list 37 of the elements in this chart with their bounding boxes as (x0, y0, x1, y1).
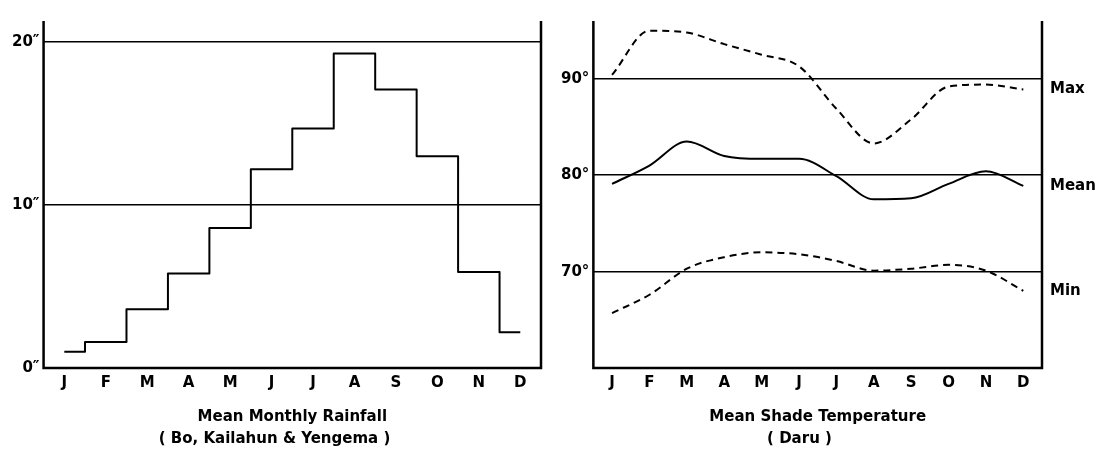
x-tick-label: J (832, 372, 840, 391)
x-tick-label: A (182, 372, 195, 391)
text: ( Daru ) (767, 428, 832, 447)
y-tick-label: 80° (561, 165, 590, 184)
series-label: Min (1050, 280, 1081, 299)
x-tick-label: M (679, 372, 695, 391)
x-tick-label: M (754, 372, 770, 391)
x-tick-label: N (979, 372, 993, 391)
x-tick-label: D (1017, 372, 1030, 391)
x-tick-label: S (905, 372, 917, 391)
x-tick-label: M (222, 372, 238, 391)
x-tick-label: J (60, 372, 68, 391)
x-tick-label: A (718, 372, 731, 391)
text: ( Bo, Kailahun & Yengema ) (158, 428, 391, 447)
series-label: Max (1050, 79, 1086, 98)
y-tick-label: 0″ (22, 357, 40, 376)
x-tick-label: J (608, 372, 615, 391)
x-tick-label: J (267, 372, 275, 391)
x-tick-label: F (100, 372, 111, 391)
x-tick-label: A (867, 372, 880, 391)
x-tick-label: N (472, 372, 486, 391)
x-tick-label: O (430, 372, 444, 391)
y-tick-label: 70° (561, 261, 590, 280)
y-tick-label: 20″ (12, 32, 40, 51)
x-tick-label: A (348, 372, 361, 391)
x-tick-label: D (514, 372, 527, 391)
x-tick-label: J (795, 372, 802, 391)
x-tick-label: O (942, 372, 955, 391)
y-tick-label: 10″ (12, 194, 40, 213)
series-label: Mean (1050, 175, 1096, 194)
x-axis-title: Mean Shade Temperature (709, 406, 927, 425)
x-tick-label: J (309, 372, 316, 391)
x-tick-label: M (139, 372, 155, 391)
y-tick-label: 90° (561, 68, 590, 87)
x-tick-label: F (644, 372, 655, 391)
x-axis-title: Mean Monthly Rainfall (197, 406, 388, 425)
x-tick-label: S (390, 372, 402, 391)
